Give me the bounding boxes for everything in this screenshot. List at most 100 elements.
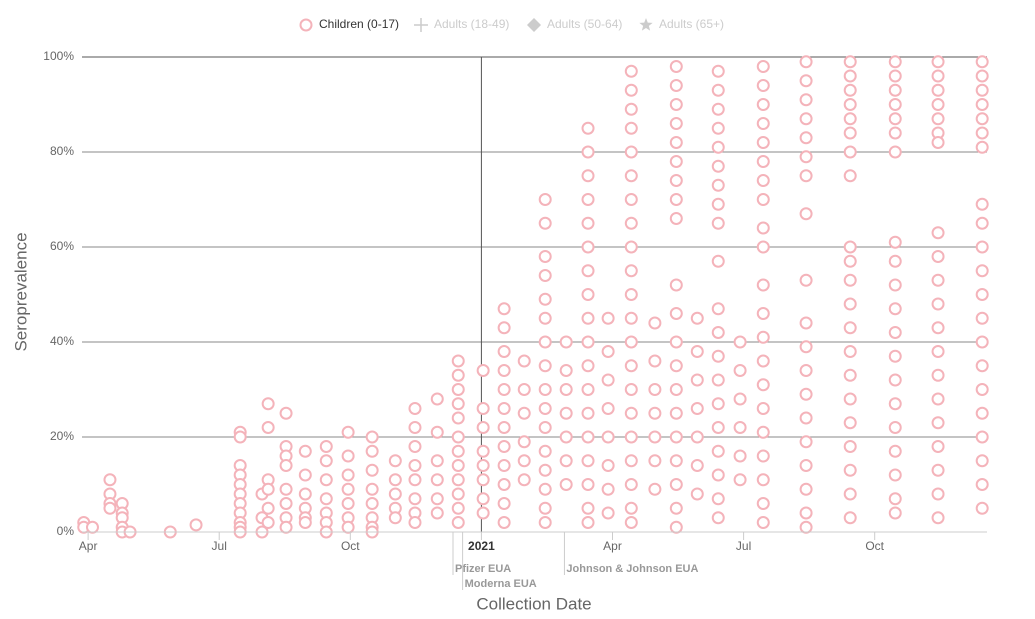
y-tick-label: 20% [50, 429, 74, 443]
data-point [711, 492, 725, 506]
legend-item[interactable]: Adults (65+) [639, 17, 724, 31]
data-point [756, 79, 770, 92]
data-point [843, 98, 857, 111]
data-point [931, 345, 945, 358]
data-point [888, 444, 902, 458]
data-point [538, 250, 552, 263]
data-point [756, 378, 770, 392]
data-point [975, 288, 989, 301]
data-point [931, 273, 945, 287]
x-tick-label: Apr [603, 539, 622, 553]
data-point [319, 492, 333, 506]
legend-label: Children (0-17) [319, 17, 399, 31]
data-point [799, 482, 813, 496]
data-point [430, 392, 444, 406]
data-point [497, 383, 511, 396]
data-point [451, 501, 465, 515]
data-point [497, 364, 511, 377]
data-point [843, 345, 857, 358]
legend-item[interactable]: Adults (18-49) [414, 17, 509, 32]
data-point [538, 501, 552, 515]
data-point [931, 112, 945, 126]
legend-item[interactable]: Children (0-17) [299, 17, 400, 32]
data-point [799, 112, 813, 126]
data-point [931, 250, 945, 263]
data-point [341, 497, 355, 510]
data-point [497, 459, 511, 472]
data-point [538, 292, 552, 306]
data-point [931, 487, 945, 501]
data-point [975, 383, 989, 396]
data-point [365, 430, 379, 444]
data-point [711, 159, 725, 173]
data-point [888, 468, 902, 482]
legend-item[interactable]: Adults (50-64) [527, 17, 622, 32]
data-point [843, 368, 857, 382]
data-point [601, 506, 615, 520]
data-point [581, 216, 595, 230]
data-point [975, 406, 989, 420]
data-point [601, 373, 615, 387]
data-point [476, 459, 490, 472]
data-point [581, 478, 595, 491]
data-point [888, 55, 902, 69]
data-point [711, 511, 725, 525]
data-point [388, 473, 402, 487]
legend-label: Adults (50-64) [547, 17, 622, 31]
data-point [559, 478, 573, 491]
data-point [517, 454, 531, 468]
data-point [669, 335, 683, 349]
data-point [497, 516, 511, 529]
data-point [669, 430, 683, 444]
data-point [581, 359, 595, 373]
data-point [451, 430, 465, 444]
data-point [975, 478, 989, 491]
data-point [497, 497, 511, 510]
legend-label: Adults (18-49) [434, 17, 509, 31]
data-point [538, 216, 552, 230]
data-point [799, 93, 813, 107]
data-point [624, 430, 638, 444]
data-point [581, 406, 595, 420]
data-point [711, 216, 725, 230]
data-point [843, 463, 857, 477]
data-point [648, 430, 662, 444]
data-point [711, 373, 725, 387]
data-point [931, 226, 945, 240]
data-point [669, 520, 683, 534]
data-point [669, 174, 683, 187]
data-point [601, 402, 615, 415]
data-point [975, 240, 989, 254]
data-point [843, 392, 857, 406]
data-point [341, 449, 355, 463]
x-tick-label: Jul [212, 539, 227, 553]
data-point [408, 516, 422, 529]
data-point [538, 421, 552, 434]
data-point [888, 83, 902, 97]
data-point [365, 444, 379, 458]
data-point [975, 430, 989, 444]
data-point [581, 169, 595, 183]
data-point [711, 326, 725, 339]
data-point [581, 454, 595, 468]
data-point [888, 506, 902, 520]
data-point [430, 492, 444, 506]
data-point [648, 482, 662, 496]
data-point [931, 416, 945, 430]
data-point [756, 278, 770, 292]
data-point [931, 321, 945, 335]
data-point [497, 478, 511, 491]
data-point [538, 516, 552, 529]
data-point [298, 468, 312, 482]
data-point [711, 349, 725, 363]
data-point [601, 430, 615, 444]
data-point [624, 216, 638, 230]
data-point [430, 454, 444, 468]
data-point [756, 402, 770, 415]
plot-area [77, 55, 989, 539]
data-point [733, 449, 747, 463]
data-point [843, 416, 857, 430]
data-point [975, 359, 989, 373]
data-point [451, 516, 465, 529]
data-point [581, 145, 595, 159]
